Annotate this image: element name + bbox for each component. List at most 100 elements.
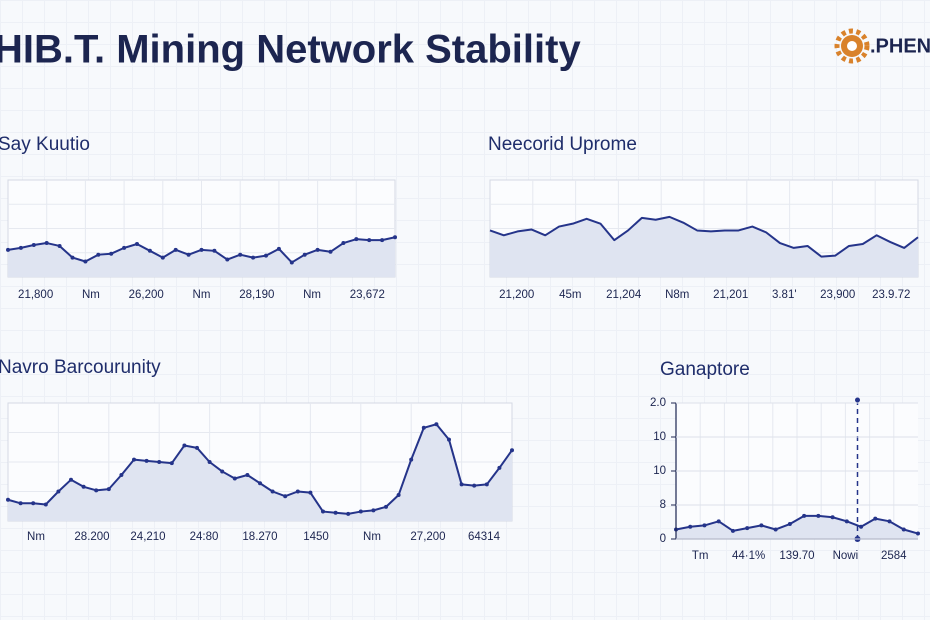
- point: [295, 489, 300, 494]
- logo-text: .PHEN: [870, 35, 930, 57]
- chart-title: Ganaptore: [660, 359, 750, 380]
- point: [333, 510, 338, 515]
- point: [173, 247, 178, 252]
- point: [69, 477, 73, 482]
- point: [396, 493, 401, 498]
- x-tick-label: 24:80: [190, 531, 219, 543]
- point: [258, 481, 262, 486]
- page-title: HIB.T. Mining Network Stability: [0, 28, 581, 72]
- area: [8, 237, 395, 277]
- point: [238, 252, 243, 257]
- area: [8, 424, 512, 521]
- point: [94, 488, 99, 493]
- point: [135, 242, 139, 247]
- point: [83, 259, 88, 264]
- point: [730, 528, 735, 533]
- point: [109, 251, 114, 256]
- y-tick-label: 8: [660, 499, 666, 511]
- x-tick-label: 44·1%: [732, 550, 765, 562]
- point: [459, 482, 464, 487]
- point: [302, 252, 307, 257]
- x-tick-label: 64314: [468, 531, 501, 543]
- point: [787, 522, 792, 527]
- point: [31, 242, 36, 247]
- point: [225, 257, 230, 262]
- point: [157, 460, 162, 464]
- point: [70, 255, 75, 260]
- x-tick-label: 21,200: [499, 289, 534, 301]
- point: [56, 489, 61, 494]
- point: [289, 260, 294, 265]
- x-tick-label: Nm: [82, 289, 100, 301]
- point: [759, 523, 764, 528]
- point: [43, 502, 48, 507]
- point: [393, 235, 397, 240]
- x-tick-label: 45m: [559, 289, 581, 301]
- chart: Say Kuutio 21,800 Nm 26,200 Nm 28,190 Nm 23,672: [0, 134, 397, 301]
- point: [497, 465, 502, 470]
- point: [447, 437, 451, 442]
- point: [354, 237, 359, 242]
- point: [6, 247, 10, 252]
- point: [384, 504, 388, 509]
- x-tick-label: 27,200: [410, 531, 445, 543]
- point: [380, 238, 385, 243]
- x-tick-label: 1450: [303, 531, 329, 543]
- point: [341, 241, 346, 246]
- x-tick-label: 21,204: [606, 289, 642, 301]
- point: [873, 516, 878, 521]
- point: [6, 497, 10, 502]
- point: [195, 445, 199, 450]
- x-tick-label: 23.9.72: [872, 289, 910, 301]
- x-tick-label: 18.270: [242, 531, 277, 543]
- point: [358, 509, 363, 514]
- point: [270, 489, 275, 494]
- point: [434, 422, 439, 427]
- x-tick-label: 3.81': [772, 289, 797, 301]
- x-tick-label: 28.200: [74, 531, 109, 543]
- x-tick-label: Tm: [692, 550, 709, 562]
- point: [328, 249, 333, 254]
- x-tick-label: 21,800: [18, 289, 53, 301]
- point: [716, 519, 721, 524]
- line: [489, 215, 919, 258]
- y-tick-label: 10: [653, 465, 666, 477]
- point: [409, 457, 414, 462]
- x-tick-label: 23,900: [820, 289, 855, 301]
- point: [916, 531, 920, 536]
- point: [186, 252, 191, 257]
- point: [81, 484, 86, 489]
- y-tick-label: 2.0: [650, 397, 666, 409]
- point: [122, 245, 127, 250]
- point: [745, 526, 750, 531]
- point: [484, 482, 489, 487]
- point: [276, 246, 281, 251]
- line: [675, 514, 919, 535]
- point: [688, 524, 693, 529]
- x-tick-label: 21,201: [713, 289, 748, 301]
- area: [490, 216, 918, 277]
- x-tick-label: 24,210: [130, 531, 165, 543]
- point: [220, 469, 225, 474]
- point: [887, 519, 892, 524]
- y-tick-label: 10: [653, 431, 666, 443]
- point: [169, 461, 174, 466]
- chart-title: Navro Barcourunity: [0, 357, 161, 378]
- x-tick-label: N8m: [665, 289, 689, 301]
- point: [844, 519, 849, 524]
- point: [44, 241, 49, 246]
- area: [676, 515, 918, 539]
- point: [31, 501, 36, 506]
- y-tick-label: 0: [660, 533, 666, 545]
- x-tick-label: 28,190: [239, 289, 274, 301]
- point: [251, 255, 256, 260]
- point: [315, 247, 320, 252]
- chart-title: Neecorid Uprome: [488, 134, 637, 155]
- logo-hole: [847, 41, 857, 51]
- point: [18, 501, 23, 506]
- point: [830, 515, 835, 520]
- chart: Navro Barcourunity Nm 28.200 24,210 24:80 18.…: [0, 357, 514, 543]
- x-tick-label: 26,200: [129, 289, 164, 301]
- point: [18, 245, 23, 250]
